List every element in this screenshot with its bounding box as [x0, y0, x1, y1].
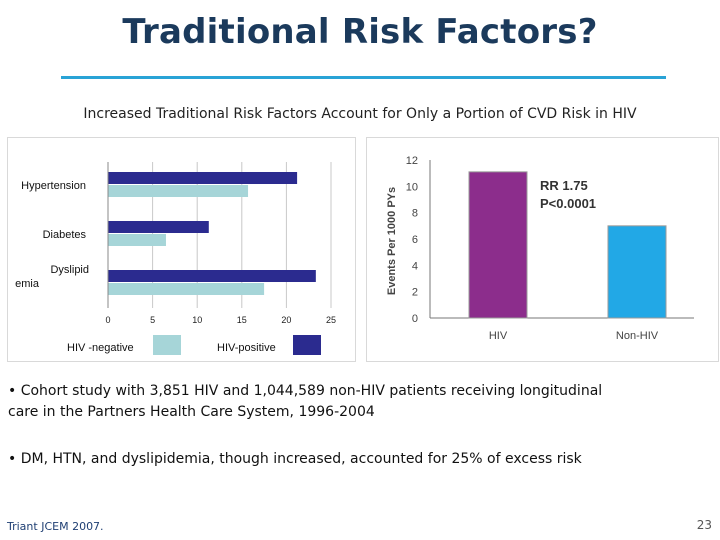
- annotation-line-1: RR 1.75: [540, 178, 588, 193]
- bar-hypertension-hiv-positive: [108, 172, 298, 184]
- category-label-dyslipid-emia-line2: emia: [15, 278, 40, 290]
- title-underline: [61, 76, 666, 79]
- event-rate-chart-frame: [366, 137, 719, 362]
- category-label-dyslipid-emia-line1: Dyslipid: [50, 264, 89, 276]
- legend-swatch-hiv-negative: [153, 335, 181, 355]
- bar-diabetes-hiv-negative: [108, 234, 166, 246]
- annotation-line-2: P<0.0001: [540, 196, 596, 211]
- bullet-excess-risk: • DM, HTN, and dyslipidemia, though incr…: [8, 451, 582, 467]
- x-tick-label-25: 25: [326, 315, 336, 325]
- bar-non-hiv: [607, 225, 667, 319]
- y-axis-title: Events Per 1000 PYs: [386, 187, 398, 295]
- x-tick-label-15: 15: [237, 315, 247, 325]
- bar-hypertension-hiv-negative: [108, 185, 249, 197]
- x-tick-label-5: 5: [150, 315, 155, 325]
- x-tick-label-10: 10: [192, 315, 202, 325]
- citation: Triant JCEM 2007.: [7, 520, 104, 533]
- slide-title: Traditional Risk Factors?: [122, 12, 598, 52]
- bar-hiv: [468, 171, 528, 319]
- x-tick-label-0: 0: [105, 315, 110, 325]
- y-tick-label-6: 6: [412, 234, 418, 246]
- risk-factor-chart-frame: [7, 137, 356, 362]
- y-tick-label-12: 12: [406, 155, 418, 167]
- bar-dyslipid-emia-hiv-negative: [108, 283, 265, 295]
- x-tick-label-20: 20: [281, 315, 291, 325]
- y-tick-label-2: 2: [412, 287, 418, 299]
- category-label-hypertension: Hypertension: [21, 180, 86, 192]
- legend-label-hiv-positive: HIV-positive: [217, 342, 276, 354]
- bar-diabetes-hiv-positive: [108, 221, 209, 233]
- legend-label-hiv-negative: HIV -negative: [67, 342, 134, 354]
- y-tick-label-4: 4: [412, 260, 418, 272]
- y-tick-label-0: 0: [412, 313, 418, 325]
- category-label-diabetes: Diabetes: [43, 229, 87, 241]
- slide-subtitle: Increased Traditional Risk Factors Accou…: [83, 106, 637, 122]
- y-tick-label-8: 8: [412, 208, 418, 220]
- page-number: 23: [696, 518, 712, 532]
- category-label-non-hiv: Non-HIV: [616, 330, 659, 342]
- category-label-hiv: HIV: [489, 330, 508, 342]
- bar-dyslipid-emia-hiv-positive: [108, 270, 316, 282]
- legend-swatch-hiv-positive: [293, 335, 321, 355]
- y-tick-label-10: 10: [406, 181, 418, 193]
- bullet-cohort: • Cohort study with 3,851 HIV and 1,044,…: [8, 383, 603, 420]
